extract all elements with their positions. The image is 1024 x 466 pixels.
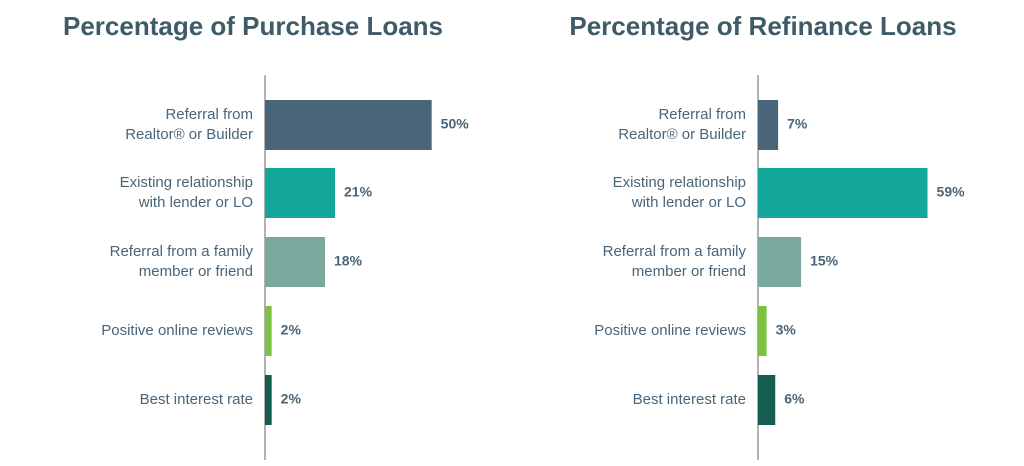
category-label: Referral from a family [603,243,747,260]
value-label: 59% [937,184,966,200]
value-label: 3% [776,322,797,338]
value-label: 6% [784,391,805,407]
category-label: Positive online reviews [594,322,746,339]
bar [265,306,272,356]
category-label: Positive online reviews [101,322,253,339]
value-label: 7% [787,116,808,132]
value-label: 18% [334,253,363,269]
bar [758,306,767,356]
bar [758,237,802,287]
value-label: 15% [810,253,839,269]
category-label: Best interest rate [140,391,253,408]
category-label: Realtor® or Builder [125,126,253,143]
value-label: 21% [344,184,373,200]
bar [758,375,776,425]
category-label: Best interest rate [633,391,746,408]
chart-title: Percentage of Purchase Loans [63,11,443,41]
bar [758,100,779,150]
value-label: 2% [281,391,302,407]
category-label: Existing relationship [120,174,253,191]
category-label: Referral from a family [110,243,254,260]
category-label: Realtor® or Builder [618,126,746,143]
value-label: 50% [441,116,470,132]
category-label: with lender or LO [138,194,253,211]
value-label: 2% [281,322,302,338]
category-label: member or friend [139,263,253,280]
category-label: Referral from [658,106,746,123]
bar [265,375,272,425]
bar [758,168,928,218]
category-label: member or friend [632,263,746,280]
bar [265,100,432,150]
bar [265,237,325,287]
category-label: with lender or LO [631,194,746,211]
chart-title: Percentage of Refinance Loans [569,11,956,41]
category-label: Existing relationship [613,174,746,191]
bar [265,168,335,218]
category-label: Referral from [165,106,253,123]
